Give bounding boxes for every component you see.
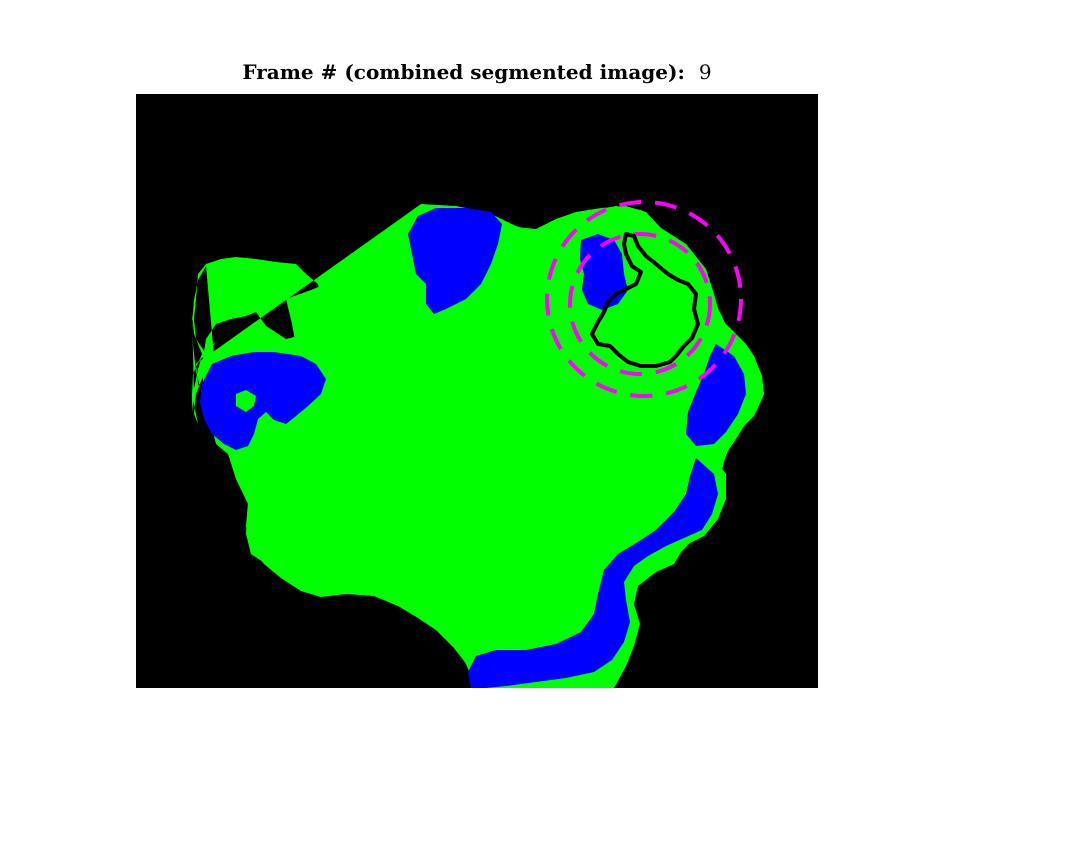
- blue-segment-right: [686, 344, 746, 446]
- tracked-contour: [590, 232, 700, 368]
- title-label: Frame # (combined segmented image):: [242, 60, 685, 84]
- blue-segment-channel: [468, 458, 718, 688]
- outer-dashed-circle: [545, 200, 743, 398]
- blue-segment-left: [200, 352, 326, 450]
- segmented-image: [136, 94, 818, 688]
- inner-dashed-circle: [568, 232, 712, 376]
- figure-title: Frame # (combined segmented image): 9: [0, 60, 954, 84]
- blue-segment-top: [408, 208, 502, 314]
- segmented-image-svg: [192, 200, 764, 688]
- frame-number: 9: [698, 60, 712, 84]
- blue-segment-upper-right: [580, 234, 628, 310]
